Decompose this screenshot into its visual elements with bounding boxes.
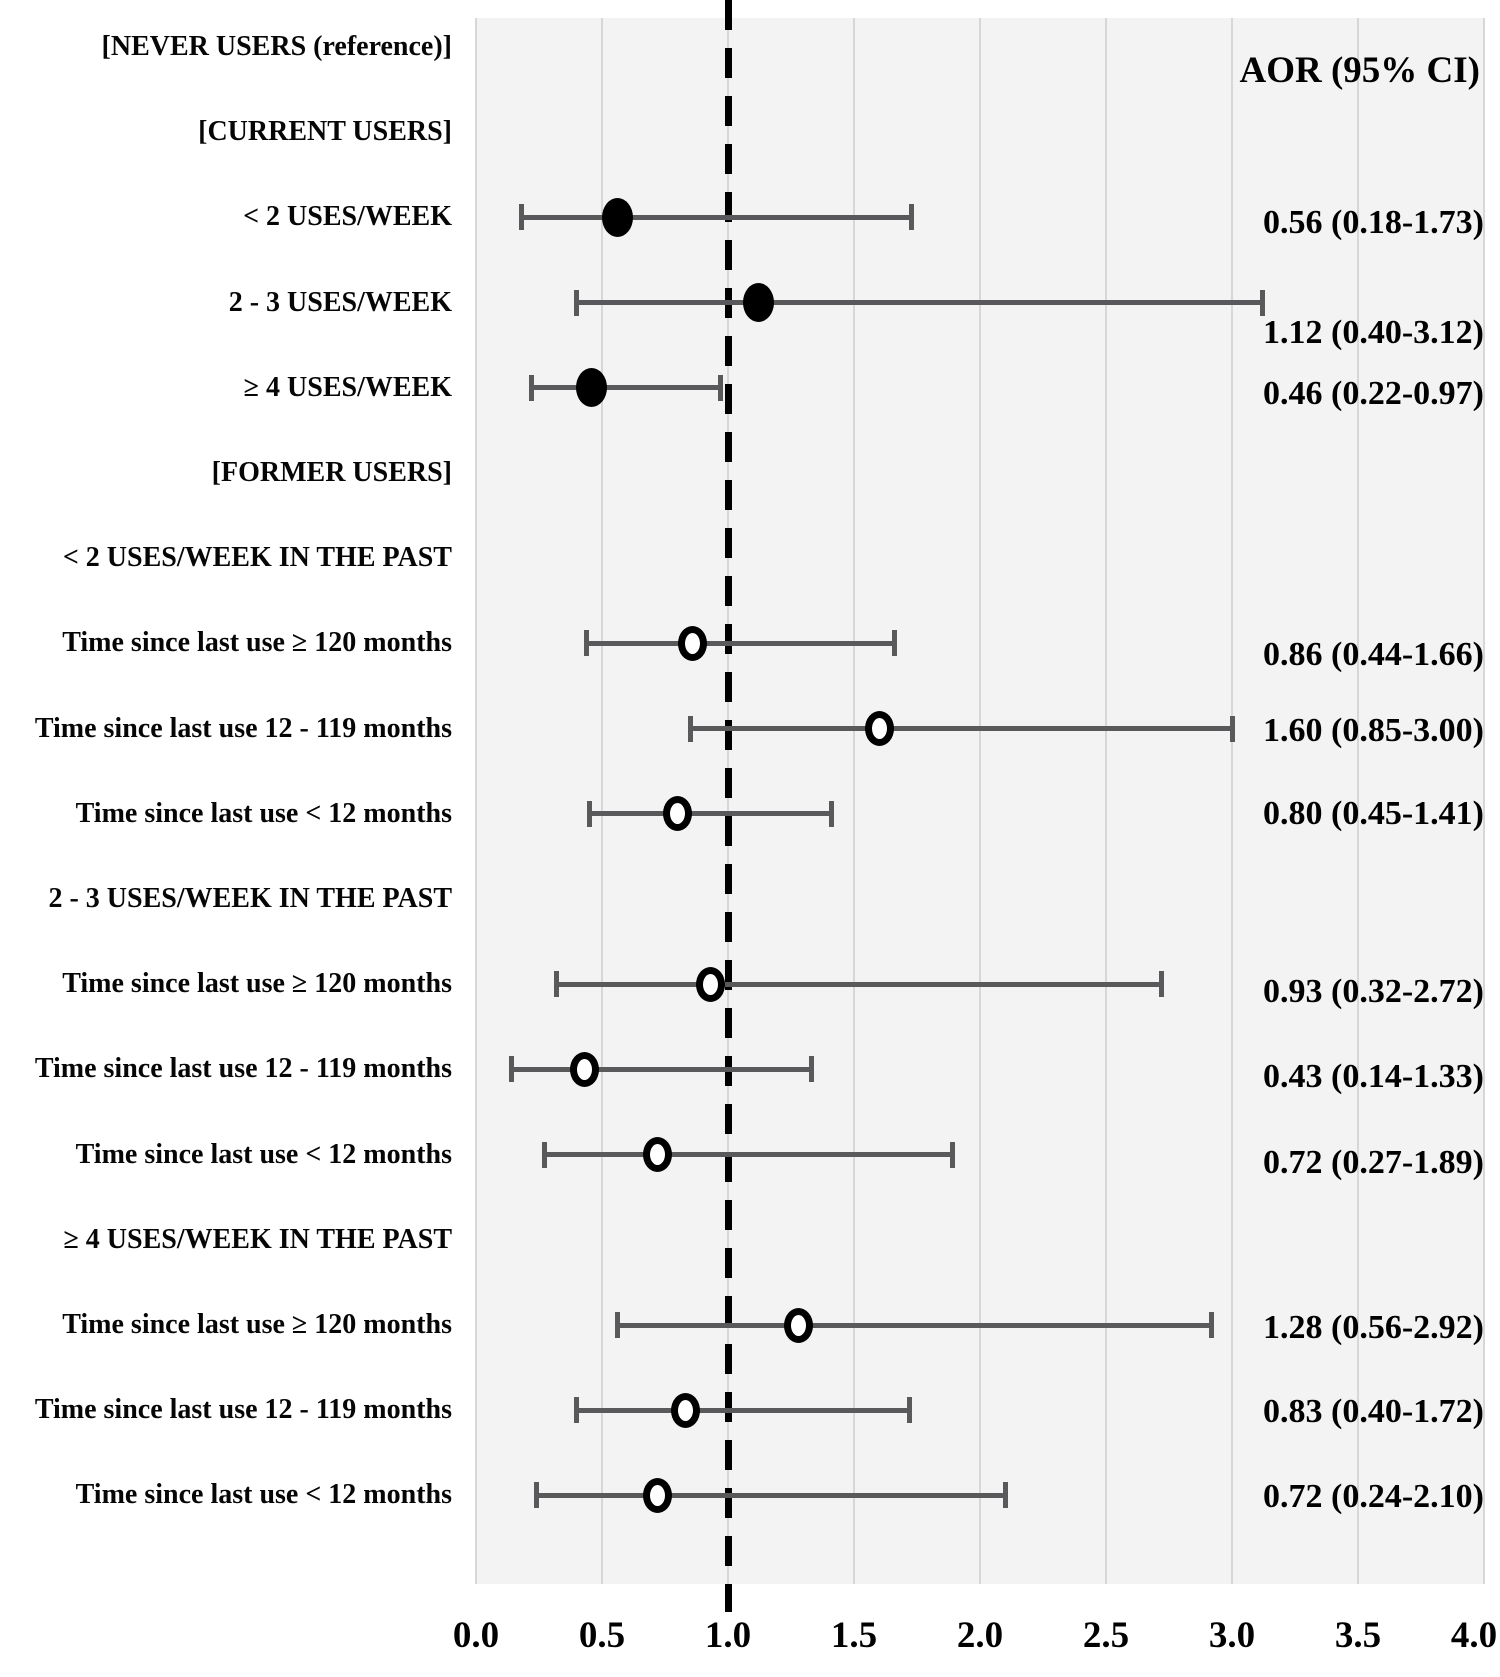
gridline-x-2.5 — [1105, 18, 1107, 1584]
row-label: Time since last use < 12 months — [75, 797, 452, 829]
point-estimate-marker-open — [695, 966, 725, 1002]
ci-cap-right — [1002, 1482, 1008, 1509]
x-tick-label-1.0: 1.0 — [704, 1615, 752, 1656]
gridline-x-0.5 — [601, 18, 603, 1584]
x-tick-label-2.5: 2.5 — [1082, 1615, 1130, 1656]
aor-value: 0.46 (0.22-0.97) — [1263, 374, 1484, 412]
ci-cap-right — [717, 374, 723, 401]
ci-bar — [586, 640, 895, 646]
row-label-group-header: [CURRENT USERS] — [198, 116, 452, 148]
ci-cap-left — [541, 1141, 547, 1168]
ci-bar — [690, 726, 1232, 732]
point-estimate-marker-filled — [742, 283, 774, 323]
gridline-x-3.5 — [1357, 18, 1359, 1584]
x-tick-label-0.5: 0.5 — [578, 1615, 626, 1656]
row-label: Time since last use ≥ 120 months — [62, 1309, 452, 1340]
aor-value: 0.83 (0.40-1.72) — [1263, 1393, 1484, 1431]
ci-cap-left — [508, 1056, 514, 1083]
row-label: Time since last use 12 - 119 months — [34, 712, 452, 744]
ci-bar — [544, 1152, 953, 1158]
ci-bar — [531, 385, 721, 391]
row-label: Time since last use ≥ 120 months — [62, 627, 452, 659]
row-label: < 2 USES/WEEK — [243, 201, 452, 233]
point-estimate-marker-open — [663, 796, 693, 832]
x-tick-label-1.5: 1.5 — [830, 1615, 878, 1656]
ci-cap-right — [891, 630, 897, 657]
gridline-x-2 — [979, 18, 981, 1584]
ci-cap-right — [909, 204, 915, 231]
point-estimate-marker-open — [784, 1307, 814, 1343]
aor-value: 1.12 (0.40-3.12) — [1263, 313, 1484, 351]
row-label: 2 - 3 USES/WEEK — [228, 286, 452, 318]
ci-bar — [617, 1322, 1212, 1328]
ci-cap-right — [808, 1056, 814, 1083]
aor-value: 0.72 (0.27-1.89) — [1263, 1143, 1484, 1181]
ci-bar — [556, 981, 1162, 987]
aor-value: 0.80 (0.45-1.41) — [1263, 794, 1484, 832]
x-tick-label-3.5: 3.5 — [1334, 1615, 1382, 1656]
row-label-group-header: < 2 USES/WEEK IN THE PAST — [62, 542, 452, 574]
ci-cap-right — [906, 1397, 912, 1424]
gridline-x-1.5 — [853, 18, 855, 1584]
ci-cap-right — [1229, 715, 1235, 742]
ci-bar — [521, 214, 912, 220]
x-tick-label-4.0: 4.0 — [1450, 1615, 1498, 1656]
x-tick-label-2.0: 2.0 — [956, 1615, 1004, 1656]
ci-cap-left — [586, 800, 592, 827]
x-tick-label-3.0: 3.0 — [1208, 1615, 1256, 1656]
aor-column-header: AOR (95% CI) — [1239, 50, 1480, 91]
row-label-group-header: ≥ 4 USES/WEEK IN THE PAST — [63, 1223, 452, 1255]
point-estimate-marker-filled — [601, 197, 633, 237]
ci-cap-left — [554, 971, 560, 998]
ci-cap-right — [828, 800, 834, 827]
point-estimate-marker-open — [864, 711, 894, 747]
ci-cap-left — [528, 374, 534, 401]
row-label: Time since last use 12 - 119 months — [34, 1053, 452, 1085]
ci-cap-left — [574, 1397, 580, 1424]
point-estimate-marker-open — [642, 1137, 672, 1173]
ci-bar — [511, 1066, 812, 1072]
aor-value: 1.28 (0.56-2.92) — [1263, 1309, 1484, 1346]
ci-cap-right — [1259, 289, 1265, 316]
row-label-group-header: 2 - 3 USES/WEEK IN THE PAST — [48, 883, 452, 914]
aor-value: 0.86 (0.44-1.66) — [1263, 636, 1484, 674]
point-estimate-marker-open — [569, 1051, 599, 1087]
reference-line-dashed — [724, 0, 732, 1612]
row-label: Time since last use < 12 months — [75, 1479, 452, 1511]
ci-cap-left — [687, 715, 693, 742]
ci-bar — [576, 300, 1263, 306]
ci-cap-right — [1158, 971, 1164, 998]
aor-value: 0.56 (0.18-1.73) — [1263, 204, 1484, 242]
row-label: Time since last use 12 - 119 months — [34, 1394, 452, 1426]
row-label: Time since last use ≥ 120 months — [62, 968, 452, 1000]
aor-value: 0.93 (0.32-2.72) — [1263, 973, 1484, 1011]
gridline-x-0 — [475, 18, 477, 1584]
gridline-x-4 — [1483, 18, 1485, 1584]
point-estimate-marker-open — [678, 625, 708, 661]
ci-cap-right — [949, 1141, 955, 1168]
gridline-x-3 — [1231, 18, 1233, 1584]
aor-value: 1.60 (0.85-3.00) — [1263, 711, 1484, 749]
ci-bar — [536, 1492, 1006, 1498]
point-estimate-marker-filled — [576, 368, 608, 408]
x-tick-label-0.0: 0.0 — [452, 1615, 500, 1656]
ci-cap-left — [574, 289, 580, 316]
ci-bar — [576, 1407, 910, 1413]
row-label: Time since last use < 12 months — [75, 1138, 452, 1170]
ci-cap-left — [584, 630, 590, 657]
aor-value: 0.72 (0.24-2.10) — [1263, 1478, 1484, 1516]
ci-cap-right — [1209, 1312, 1215, 1338]
row-label-group-header: [FORMER USERS] — [211, 457, 452, 488]
aor-value: 0.43 (0.14-1.33) — [1263, 1058, 1484, 1096]
ci-cap-left — [518, 204, 524, 231]
ci-bar — [589, 811, 832, 817]
row-label-group-header: [NEVER USERS (reference)] — [101, 31, 452, 62]
row-label: ≥ 4 USES/WEEK — [243, 371, 452, 403]
ci-cap-left — [533, 1482, 539, 1509]
point-estimate-marker-open — [670, 1392, 700, 1428]
point-estimate-marker-open — [642, 1477, 672, 1513]
ci-cap-left — [614, 1312, 620, 1338]
